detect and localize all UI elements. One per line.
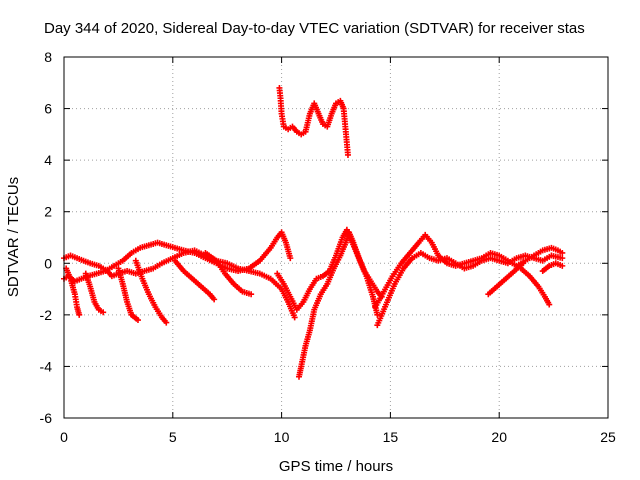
y-tick-label: -2 [40, 307, 53, 323]
x-axis-label: GPS time / hours [279, 458, 393, 475]
y-tick-label: -6 [40, 410, 53, 426]
x-tick-label: 10 [274, 429, 290, 445]
y-tick-label: 6 [44, 101, 52, 117]
x-tick-label: 0 [60, 429, 68, 445]
y-tick-label: 0 [44, 255, 52, 271]
x-tick-label: 25 [600, 429, 616, 445]
y-tick-label: 8 [44, 49, 52, 65]
y-tick-label: 2 [44, 204, 52, 220]
y-axis-label: SDTVAR / TECUs [5, 177, 22, 297]
sdtvar-chart: 0 5 10 15 20 25 -6 -4 -2 0 2 4 6 8 Day 344 of 2020, S… [0, 0, 640, 480]
x-tick-label: 15 [383, 429, 399, 445]
x-tick-label: 20 [491, 429, 507, 445]
chart-background [0, 0, 640, 480]
x-tick-label: 5 [169, 429, 177, 445]
y-tick-label: 4 [44, 152, 52, 168]
y-tick-label: -4 [40, 358, 53, 374]
chart-title: Day 344 of 2020, Sidereal Day-to-day VTE… [44, 20, 585, 37]
